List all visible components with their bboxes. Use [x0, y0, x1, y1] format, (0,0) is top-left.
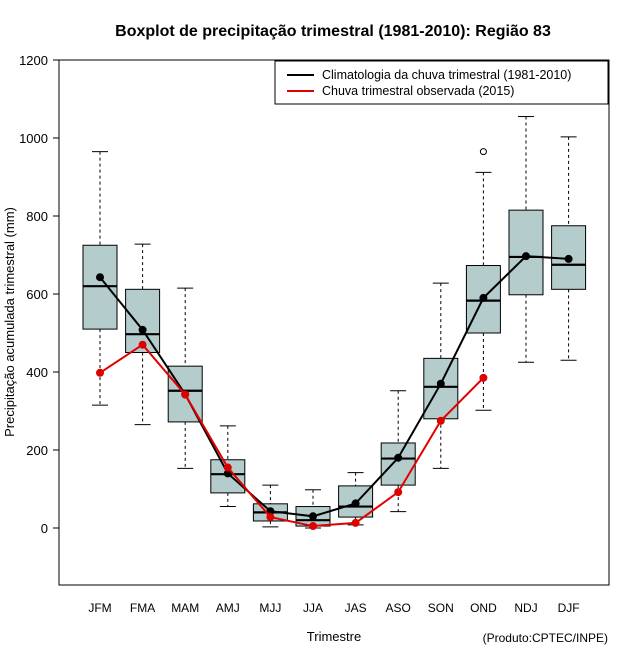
series-point	[309, 512, 317, 521]
series-point	[564, 254, 573, 263]
series-point	[436, 416, 445, 425]
series-layer	[96, 252, 573, 531]
legend: Climatologia da chuva trimestral (1981-2…	[274, 60, 609, 105]
series-point	[479, 293, 488, 302]
y-tick-label: 400	[26, 365, 48, 380]
x-tick-label-amj: AMJ	[216, 601, 240, 615]
boxes-layer	[82, 116, 587, 529]
x-tick-label-aso: ASO	[386, 601, 411, 615]
series-point	[223, 463, 232, 472]
series-observed-2015	[96, 340, 488, 531]
box-fma	[125, 243, 161, 426]
y-tick-label: 200	[26, 443, 48, 458]
x-tick-label-mjj: MJJ	[259, 601, 281, 615]
series-point	[479, 373, 488, 382]
series-point	[351, 518, 360, 527]
credit-text: (Produto:CPTEC/INPE)	[483, 631, 608, 645]
box-iqr	[380, 442, 416, 486]
box-jfm	[82, 151, 118, 406]
box-jas	[338, 472, 374, 526]
x-tick-label-son: SON	[428, 601, 454, 615]
x-tick-label-jja: JJA	[303, 601, 323, 615]
x-tick-label-ndj: NDJ	[514, 601, 537, 615]
legend-label-climatology: Climatologia da chuva trimestral (1981-2…	[322, 68, 571, 82]
y-tick-label: 800	[26, 209, 48, 224]
series-point	[394, 488, 403, 497]
series-line	[99, 343, 485, 528]
series-point	[394, 453, 403, 462]
series-point	[436, 379, 445, 388]
series-point	[96, 273, 104, 282]
box-ndj	[508, 116, 544, 363]
series-point	[351, 499, 360, 508]
series-point	[266, 513, 275, 522]
x-tick-label-ond: OND	[470, 601, 497, 615]
chart-title: Boxplot de precipitação trimestral (1981…	[115, 23, 551, 40]
series-point	[309, 522, 317, 531]
y-tick-label: 600	[26, 287, 48, 302]
series-line	[99, 255, 569, 518]
y-axis-label: Precipitação acumulada trimestral (mm)	[2, 207, 17, 437]
series-point	[181, 390, 190, 399]
x-axis-label: Trimestre	[307, 629, 361, 644]
outlier-point	[479, 148, 487, 156]
box-djf	[551, 136, 587, 361]
x-axis: JFM FMA MAM AMJ MJJ JJA JAS ASO SON OND NDJ DJF	[88, 601, 579, 615]
legend-box	[274, 60, 609, 105]
y-tick-label: 1200	[19, 53, 48, 68]
box-ond	[465, 148, 501, 411]
x-tick-label-djf: DJF	[558, 601, 580, 615]
y-tick-label: 0	[41, 521, 48, 536]
series-point	[138, 340, 147, 349]
series-point	[96, 368, 104, 377]
legend-label-observed: Chuva trimestral observada (2015)	[322, 84, 514, 98]
series-point	[138, 325, 147, 334]
box-mam	[167, 287, 203, 469]
plot-frame	[58, 59, 610, 586]
x-tick-label-mam: MAM	[171, 601, 199, 615]
series-point	[522, 252, 530, 261]
y-tick-label: 1000	[19, 131, 48, 146]
x-tick-label-fma: FMA	[130, 601, 155, 615]
x-tick-label-jas: JAS	[345, 601, 367, 615]
box-iqr	[125, 288, 161, 354]
x-tick-label-jfm: JFM	[88, 601, 111, 615]
y-axis: 0 200 400 600 800 1000 1200	[19, 53, 59, 536]
